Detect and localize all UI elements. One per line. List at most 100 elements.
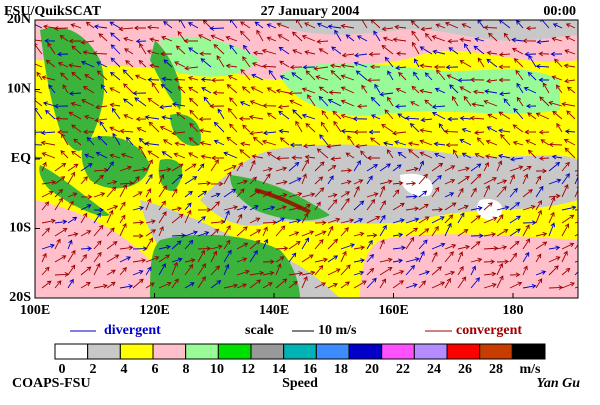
wind-arrow: [447, 116, 459, 122]
wind-arrow: [295, 120, 303, 133]
wind-arrow: [225, 63, 238, 69]
wind-arrow: [397, 113, 407, 120]
wind-arrow: [419, 151, 433, 159]
wind-arrow: [463, 95, 472, 107]
wind-arrow: [483, 271, 497, 277]
wind-arrow: [470, 277, 480, 289]
colorbar-tick-label: 26: [458, 362, 472, 377]
wind-arrow: [249, 189, 261, 198]
wind-arrow: [486, 126, 498, 133]
wind-arrow: [461, 127, 472, 133]
wind-arrow: [561, 161, 570, 172]
wind-arrow: [41, 252, 47, 263]
wind-arrow: [249, 239, 261, 250]
wind-arrow: [288, 205, 303, 211]
wind-arrow: [381, 26, 394, 32]
wind-arrow: [327, 193, 338, 198]
wind-arrow: [99, 121, 108, 133]
wind-arrow: [53, 26, 69, 31]
wind-arrow: [249, 229, 262, 237]
wind-arrow: [522, 189, 533, 198]
wind-arrow: [509, 201, 520, 211]
wind-arrow: [405, 217, 420, 224]
wind-arrow: [132, 175, 140, 185]
wind-arrow: [252, 136, 264, 146]
wind-arrow: [106, 254, 120, 263]
wind-arrow: [516, 96, 524, 107]
wind-arrow: [135, 116, 147, 122]
wind-arrow: [405, 236, 415, 250]
wind-arrow: [249, 217, 261, 224]
wind-arrow: [109, 126, 121, 133]
wind-arrow: [316, 22, 329, 29]
wind-arrow: [552, 110, 563, 120]
wind-arrow: [197, 246, 212, 251]
wind-arrow: [132, 90, 147, 96]
wind-arrow: [213, 139, 225, 146]
wind-arrow: [444, 277, 451, 289]
wind-arrow: [139, 43, 147, 55]
wind-arrow: [535, 199, 542, 211]
wind-arrow: [444, 251, 454, 263]
colorbar-tick-label: 20: [365, 362, 379, 377]
wind-arrow: [523, 86, 537, 94]
wind-arrow: [106, 209, 114, 224]
wind-arrow: [444, 270, 456, 276]
wind-arrow: [119, 214, 126, 224]
wind-arrow: [144, 115, 160, 120]
lat-tick-label: 10N: [7, 82, 31, 97]
wind-arrow: [147, 77, 160, 83]
wind-arrow: [262, 167, 273, 172]
wind-arrow: [54, 238, 61, 250]
wind-arrow: [384, 109, 394, 120]
wind-arrow: [106, 269, 116, 276]
wind-arrow: [379, 278, 387, 289]
wind-arrow: [548, 178, 562, 185]
wind-arrow: [110, 32, 121, 42]
wind-arrow: [413, 71, 420, 81]
wind-arrow: [288, 218, 302, 224]
wind-arrow: [301, 212, 309, 224]
wind-arrow: [266, 112, 277, 120]
wind-arrow: [80, 266, 92, 276]
wind-arrow: [357, 103, 368, 109]
wind-arrow: [136, 127, 147, 133]
wind-arrow: [366, 267, 375, 276]
wind-arrow: [44, 38, 56, 44]
wind-arrow: [200, 58, 212, 68]
wind-arrow: [512, 124, 524, 133]
colorbar-swatch: [283, 343, 317, 360]
wind-arrow: [483, 202, 493, 211]
wind-arrow: [236, 213, 243, 224]
wind-arrow: [418, 239, 428, 250]
wind-arrow: [359, 20, 368, 29]
wind-arrow: [147, 97, 160, 107]
wind-arrow: [340, 23, 355, 29]
wind-arrow: [80, 246, 93, 251]
wind-arrow: [392, 270, 405, 276]
wind-arrow: [561, 184, 569, 198]
wind-arrow: [57, 61, 69, 68]
footer-right: Yan Gu: [537, 376, 581, 391]
wind-arrow: [35, 61, 43, 68]
wind-arrow: [434, 152, 446, 159]
wind-arrow: [171, 233, 187, 238]
wind-arrow: [305, 70, 316, 81]
wind-arrow: [548, 142, 563, 148]
wind-arrow: [341, 52, 355, 58]
wind-arrow: [470, 265, 476, 276]
wind-arrow: [356, 35, 368, 42]
wind-arrow: [144, 141, 160, 147]
wind-arrow: [145, 266, 152, 276]
wind-arrow: [122, 69, 134, 81]
wind-arrow: [509, 272, 521, 278]
wind-arrow: [82, 86, 95, 94]
wind-arrow: [132, 233, 144, 239]
wind-arrow: [277, 104, 290, 110]
wind-arrow: [327, 255, 339, 263]
wind-arrow: [223, 239, 231, 250]
wind-arrow: [418, 160, 425, 172]
wind-arrow: [223, 225, 231, 237]
wind-arrow: [405, 227, 419, 237]
wind-arrow: [340, 191, 351, 198]
